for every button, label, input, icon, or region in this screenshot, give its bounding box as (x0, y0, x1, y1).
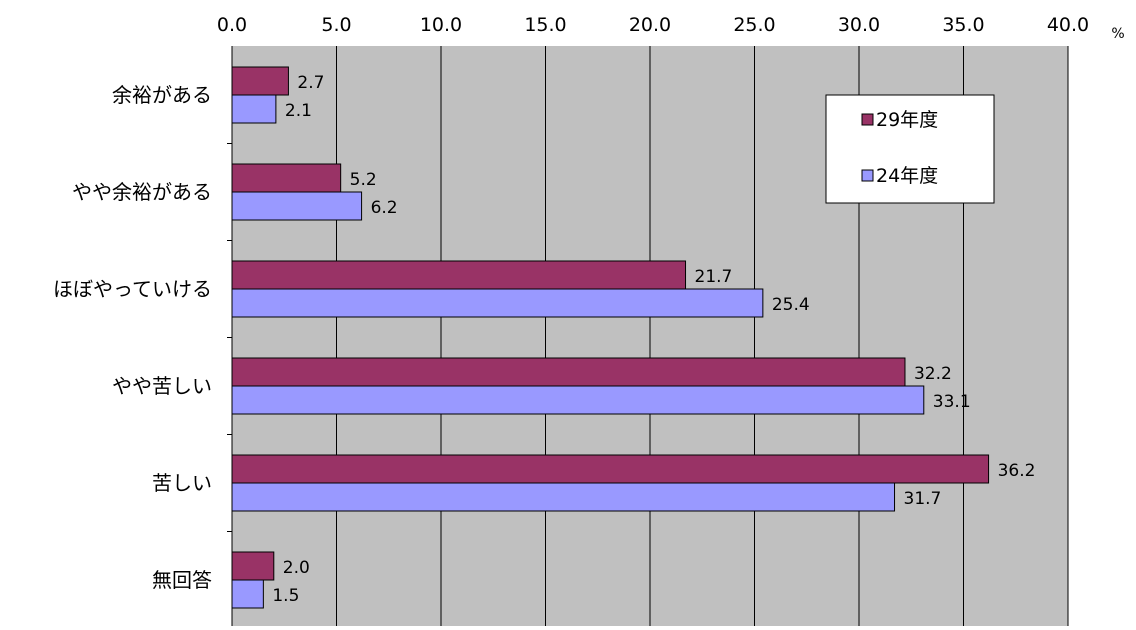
x-tick-label: 30.0 (838, 14, 880, 36)
bar-24年度-3 (231, 385, 925, 415)
bar-29年度-2 (231, 260, 687, 290)
value-label: 32.2 (914, 364, 952, 384)
legend-swatch-29 (861, 113, 874, 126)
x-tick-label: 25.0 (733, 14, 775, 36)
category-label: やや余裕がある (72, 180, 212, 204)
bar-24年度-5 (231, 579, 264, 609)
value-label: 33.1 (933, 392, 971, 412)
value-label: 5.2 (350, 170, 377, 190)
bar-29年度-1 (231, 163, 342, 193)
value-label: 36.2 (998, 461, 1036, 481)
value-label: 25.4 (772, 295, 810, 315)
legend-label-29: 29年度 (876, 109, 938, 131)
x-tick-label: 40.0 (1047, 14, 1089, 36)
category-label: ほぼやっていける (53, 277, 212, 301)
bar-24年度-1 (231, 191, 363, 221)
bar-29年度-0 (231, 66, 289, 96)
bar-24年度-4 (231, 482, 896, 512)
value-label: 1.5 (272, 586, 299, 606)
bar-29年度-5 (231, 551, 275, 581)
x-tick-label: 5.0 (321, 14, 351, 36)
legend-swatch-24 (861, 169, 874, 182)
bar-29年度-3 (231, 357, 906, 387)
category-label: 苦しい (152, 471, 212, 495)
labels: 0.0 5.0 10.0 15.0 20.0 25.0 30.0 35.0 40.0 余裕がある 2… (53, 14, 1089, 606)
bar-24年度-2 (231, 288, 764, 318)
value-label: 6.2 (371, 198, 398, 218)
value-label: 2.0 (283, 558, 310, 578)
bars (231, 66, 990, 609)
value-label: 31.7 (904, 489, 942, 509)
category-label: 余裕がある (112, 83, 212, 107)
unit-label: % (1111, 26, 1124, 42)
bar-29年度-4 (231, 454, 990, 484)
x-tick-label: 10.0 (420, 14, 462, 36)
legend-box (825, 94, 995, 204)
category-label: やや苦しい (112, 374, 212, 398)
x-tick-label: 20.0 (629, 14, 671, 36)
bar-24年度-0 (231, 94, 277, 124)
value-label: 21.7 (695, 267, 733, 287)
x-tick-label: 15.0 (524, 14, 566, 36)
x-tick-label: 35.0 (942, 14, 984, 36)
x-tick-label: 0.0 (217, 14, 247, 36)
value-label: 2.7 (297, 73, 324, 93)
legend-label-24: 24年度 (876, 165, 938, 187)
value-label: 2.1 (285, 101, 312, 121)
axes (227, 46, 233, 626)
legend: 29年度 24年度 (825, 94, 995, 204)
category-label: 無回答 (152, 568, 212, 592)
